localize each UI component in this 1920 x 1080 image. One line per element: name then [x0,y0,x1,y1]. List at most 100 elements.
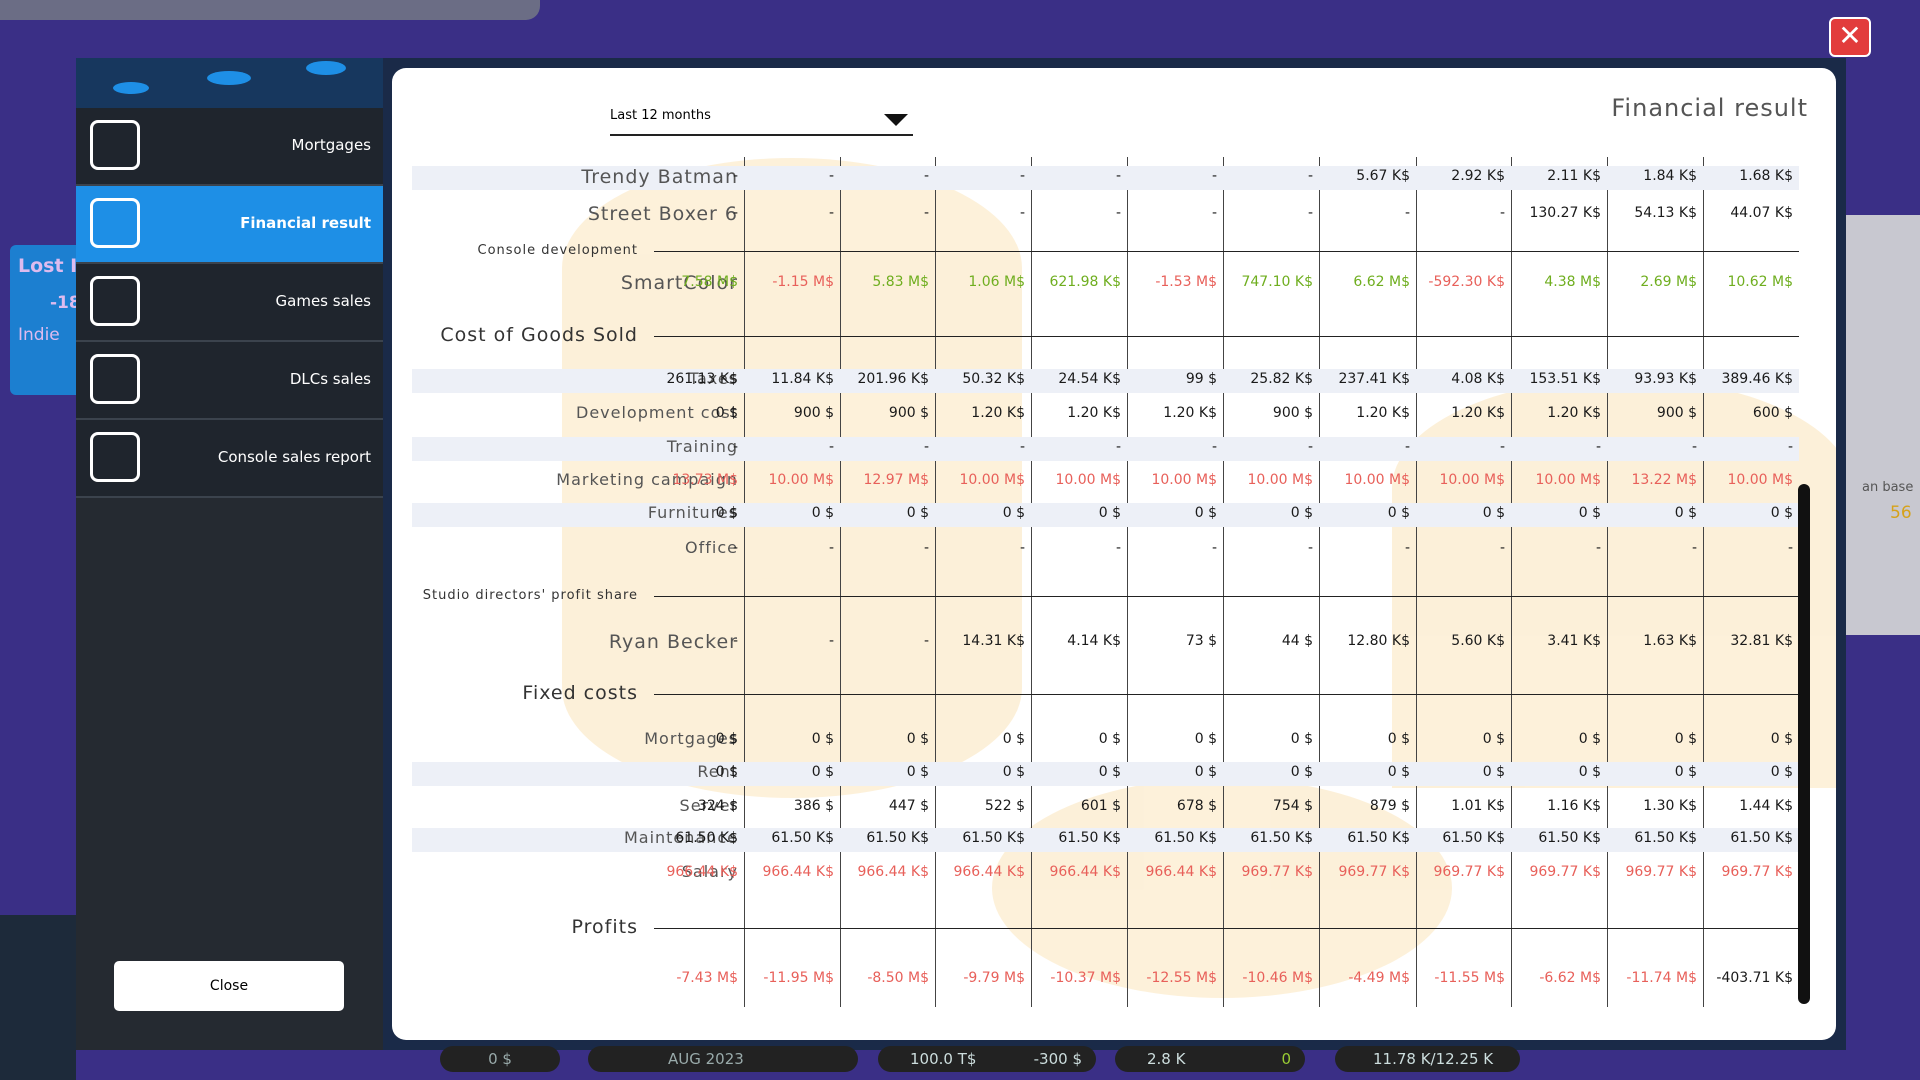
table-cell: -592.30 K$ [1428,274,1505,290]
close-x[interactable]: ✕ [1829,17,1871,57]
dropdown-arrow [884,114,908,126]
period-text: Last 12 months [610,108,711,123]
table-cell: 13.73 M$ [672,472,738,488]
table-cell: -11.95 M$ [763,970,834,986]
table-cell: 0 $ [1194,731,1217,747]
table-cell: - [1404,439,1410,455]
table-cell: 32.81 K$ [1730,633,1793,649]
table-cell: 0 $ [1578,731,1601,747]
table-cell: - [1019,540,1025,556]
table-cell: 5.60 K$ [1451,633,1505,649]
table-cell: 10.00 M$ [1247,472,1313,488]
sidebar-item[interactable]: DLCs sales [76,342,383,420]
row-stripe [412,762,1799,786]
table-cell: 1.20 K$ [971,405,1025,421]
right-panel: an base 56 [1840,215,1920,635]
table-cell: 12.97 M$ [863,472,929,488]
table-cell: 966.44 K$ [857,864,929,880]
section-title: Studio directors' profit share [422,588,638,603]
table-cell: 0 $ [1194,764,1217,780]
table-cell: 0 $ [1770,505,1793,521]
row-label: Mortgages [644,729,738,748]
table-cell: 0 $ [715,764,738,780]
table-cell: -10.37 M$ [1050,970,1121,986]
table-cell: 10.62 M$ [1727,274,1793,290]
section-line [654,336,1799,337]
period-dropdown[interactable]: Last 12 months [610,108,913,136]
sidebar-item[interactable]: Console sales report [76,420,383,498]
table-cell: 73 $ [1185,633,1217,649]
table-cell: - [1499,540,1505,556]
table-cell: 966.44 K$ [1145,864,1217,880]
section-line [654,928,1799,929]
table-cell: 3.41 K$ [1547,633,1601,649]
table-cell: 10.00 M$ [1535,472,1601,488]
column-line [840,157,841,1007]
table-cell: 0 $ [1482,731,1505,747]
table-cell: 966.44 K$ [762,864,834,880]
row-stripe [412,369,1799,393]
table-cell: 12.80 K$ [1347,633,1410,649]
table-cell: 0 $ [1482,764,1505,780]
table-cell: 0 $ [906,505,929,521]
table-cell: 1.06 M$ [968,274,1025,290]
table-cell: - [923,540,929,556]
row-label: Rent [697,762,738,781]
table-cell: 324 $ [697,798,738,814]
table-cell: - [828,439,834,455]
table-cell: 0 $ [1098,731,1121,747]
table-cell: 1.20 K$ [1163,405,1217,421]
section-line [654,251,1799,252]
table-cell: 966.44 K$ [953,864,1025,880]
column-line [1223,157,1224,1007]
table-cell: - [828,205,834,221]
hud-capacity: 11.78 K/12.25 K [1335,1046,1520,1072]
row-label: Office [685,538,738,557]
table-cell: - [1404,205,1410,221]
column-line [1416,157,1417,1007]
row-label: Training [666,437,738,456]
column-line [1607,157,1608,1007]
table-cell: 1.16 K$ [1547,798,1601,814]
table-cell: 900 $ [793,405,834,421]
column-line [1511,157,1512,1007]
table-cell: 10.00 M$ [959,472,1025,488]
table-cell: 0 $ [1674,731,1697,747]
scrollbar[interactable] [1798,484,1810,1004]
sidebar-icon [90,354,140,404]
table-cell: 61.50 K$ [1634,830,1697,846]
table-cell: 900 $ [1656,405,1697,421]
table-cell: -10.46 M$ [1242,970,1313,986]
right-label: an base [1862,480,1914,495]
sidebar-item[interactable]: Games sales [76,264,383,342]
table-cell: 0 $ [1290,731,1313,747]
table-cell: 1.20 K$ [1356,405,1410,421]
column-line [744,157,745,1007]
sidebar-item-label: Games sales [275,292,371,310]
table-cell: 10.00 M$ [1439,472,1505,488]
table-cell: 0 $ [811,764,834,780]
table-cell: 4.38 M$ [1544,274,1601,290]
close-button[interactable]: Close [114,961,344,1011]
sidebar-item[interactable]: Financial result [76,186,383,264]
fans-delta: 0 [1281,1050,1291,1068]
table-cell: 61.50 K$ [1442,830,1505,846]
table-cell: -403.71 K$ [1716,970,1793,986]
table-cell: - [1019,168,1025,184]
table-cell: 61.50 K$ [675,830,738,846]
table-cell: 1.30 K$ [1643,798,1697,814]
sidebar-item-label: DLCs sales [289,370,371,388]
sidebar-icon [90,276,140,326]
table-cell: - [923,439,929,455]
table-cell: 621.98 K$ [1049,274,1121,290]
table-cell: - [732,439,738,455]
table-cell: 54.13 K$ [1634,205,1697,221]
sidebar-item[interactable]: Mortgages [76,108,383,186]
table-cell: 44.07 K$ [1730,205,1793,221]
table-cell: - [1211,205,1217,221]
table-cell: - [923,168,929,184]
top-bar [0,0,540,20]
row-label: Server [679,796,738,815]
table-cell: - [1307,540,1313,556]
card-genre: Indie [18,325,60,345]
